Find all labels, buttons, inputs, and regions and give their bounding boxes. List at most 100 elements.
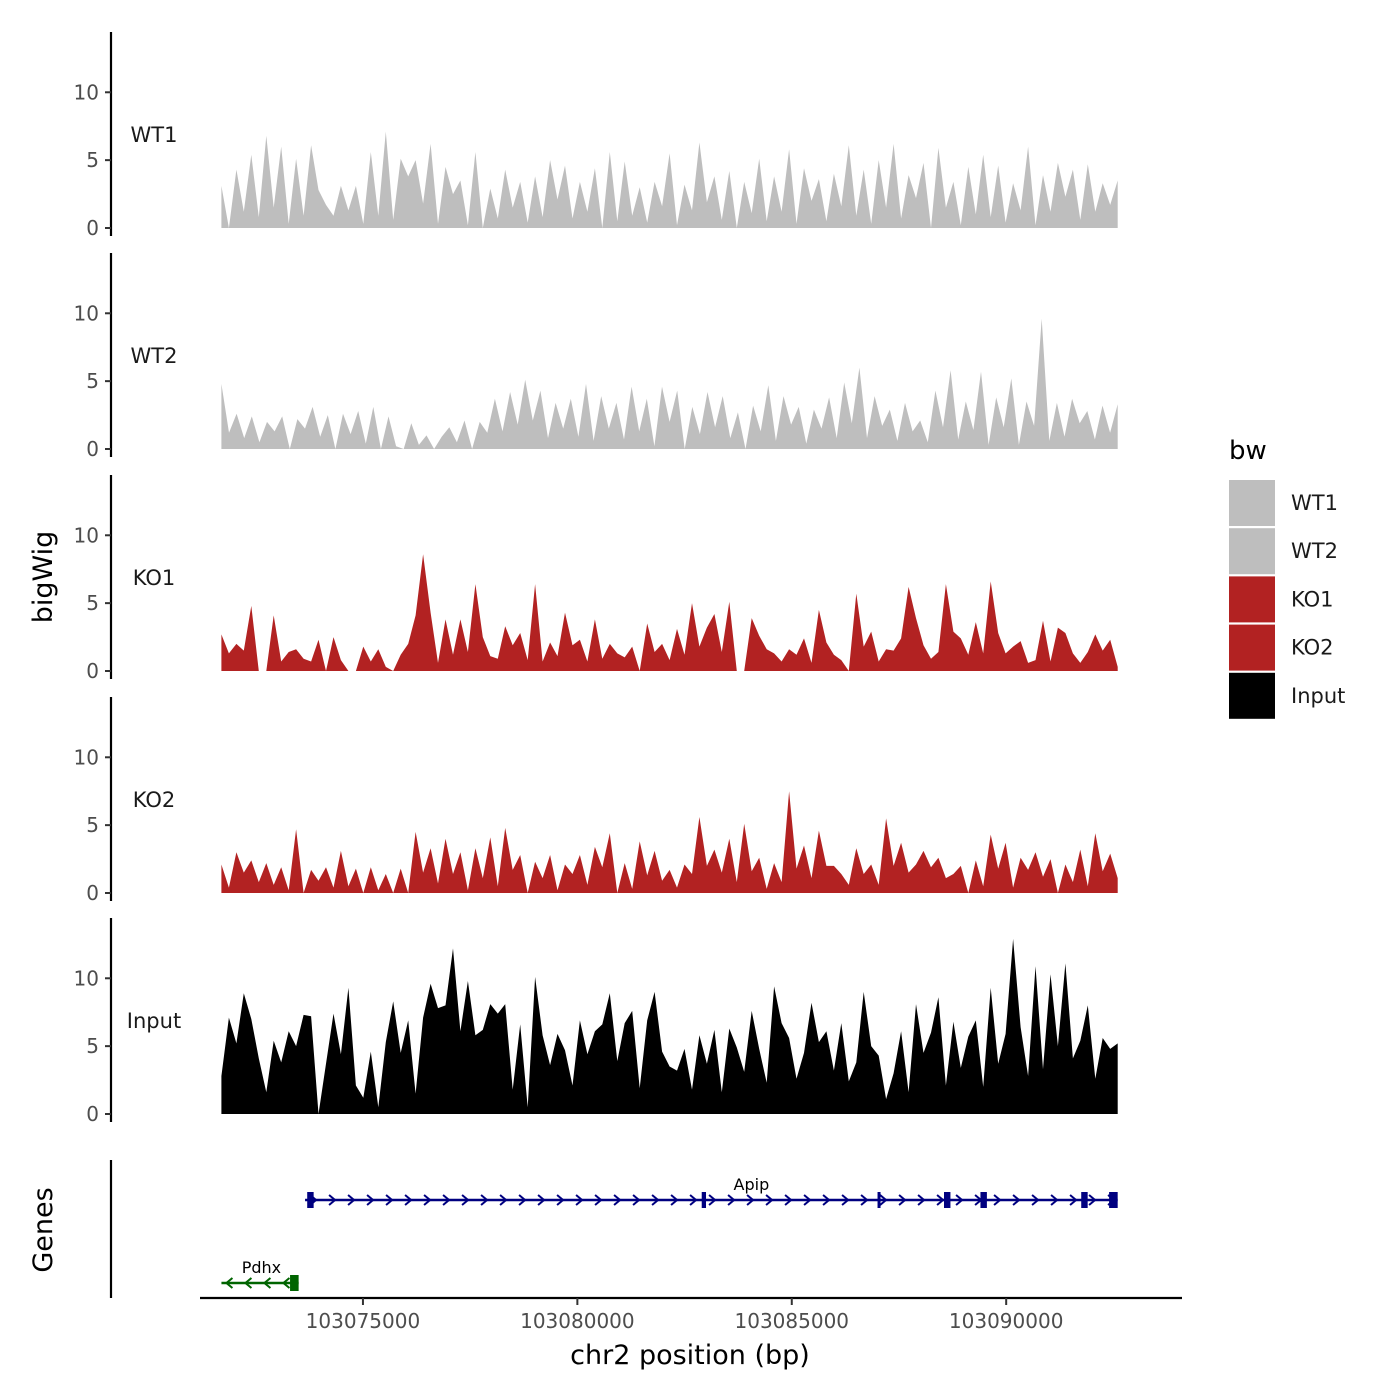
track-label: KO1 (133, 566, 176, 590)
y-tick-label: 10 (74, 745, 99, 769)
track-label: Input (127, 1009, 181, 1033)
x-tick-label: 103085000 (735, 1309, 850, 1333)
coverage-area (221, 131, 1118, 228)
strand-arrow (993, 1194, 1002, 1206)
gene-annotation-panel: Apip Pdhx (109, 1160, 1118, 1298)
strand-arrow (746, 1194, 755, 1206)
y-tick-label: 5 (86, 369, 99, 393)
track-label: WT2 (131, 344, 178, 368)
coverage-tracks: 0 5 10 WT1 0 5 10 WT2 0 5 10 KO1 0 5 10 KO2 0 5 10 Input (74, 32, 1118, 1126)
y-tick-label: 10 (74, 301, 99, 325)
strand-arrow (822, 1194, 831, 1206)
legend-swatch (1229, 624, 1275, 671)
strand-arrow (708, 1194, 717, 1206)
y-tick-label: 10 (74, 523, 99, 547)
y-tick-label: 0 (86, 881, 99, 905)
track-ko1: 0 5 10 KO1 (74, 475, 1118, 683)
y-tick-label: 10 (74, 966, 99, 990)
strand-arrow (385, 1194, 394, 1206)
strand-arrow (423, 1194, 432, 1206)
track-ko2: 0 5 10 KO2 (74, 697, 1118, 905)
strand-arrow (879, 1194, 888, 1206)
y-tick-label: 0 (86, 659, 99, 683)
strand-arrow (1050, 1194, 1059, 1206)
strand-arrow (461, 1194, 470, 1206)
strand-arrow (281, 1277, 291, 1289)
strand-arrow (803, 1194, 812, 1206)
genes-panel-title: Genes (28, 1187, 59, 1272)
y-axis-title: bigWig (28, 531, 59, 624)
x-axis-title: chr2 position (bp) (570, 1340, 810, 1371)
strand-arrow (1031, 1194, 1040, 1206)
exon (701, 1192, 707, 1208)
strand-arrow (898, 1194, 907, 1206)
strand-arrow (1069, 1194, 1078, 1206)
y-tick-label: 0 (86, 437, 99, 461)
strand-arrow (670, 1194, 679, 1206)
track-wt1: 0 5 10 WT1 (74, 32, 1118, 240)
legend-swatch (1229, 672, 1275, 719)
exon (307, 1192, 314, 1208)
gene-name: Apip (734, 1175, 770, 1194)
legend-item-wt2: WT2 (1229, 528, 1338, 575)
strand-arrow (537, 1194, 546, 1206)
strand-arrow (366, 1194, 375, 1206)
strand-arrow (404, 1194, 413, 1206)
legend-label: KO1 (1291, 587, 1334, 611)
strand-arrow (936, 1194, 945, 1206)
coverage-area (221, 938, 1118, 1114)
x-tick-label: 103080000 (520, 1309, 635, 1333)
strand-arrow (651, 1194, 660, 1206)
strand-arrow (613, 1194, 622, 1206)
strand-arrow (347, 1194, 356, 1206)
x-tick-label: 103090000 (949, 1309, 1064, 1333)
legend-item-input: Input (1229, 672, 1345, 719)
strand-arrow (575, 1194, 584, 1206)
legend-label: KO2 (1291, 636, 1334, 660)
legend: bw WT1 WT2 KO1 KO2 Input (1229, 436, 1345, 719)
legend-item-ko1: KO1 (1229, 576, 1334, 623)
gene-name: Pdhx (242, 1258, 281, 1277)
legend-swatch (1229, 528, 1275, 575)
strand-arrow (784, 1194, 793, 1206)
x-tick-label: 103075000 (306, 1309, 421, 1333)
track-wt2: 0 5 10 WT2 (74, 253, 1118, 461)
legend-swatch (1229, 480, 1275, 526)
strand-arrow (689, 1194, 698, 1206)
legend-title: bw (1229, 436, 1267, 466)
coverage-area (221, 318, 1118, 449)
exon (980, 1192, 987, 1208)
strand-arrow (917, 1194, 926, 1206)
strand-arrow (860, 1194, 869, 1206)
y-tick-label: 5 (86, 591, 99, 615)
strand-arrow (1012, 1194, 1021, 1206)
legend-item-ko2: KO2 (1229, 624, 1334, 671)
strand-arrow (499, 1194, 508, 1206)
strand-arrow (442, 1194, 451, 1206)
strand-arrow (765, 1194, 774, 1206)
y-tick-label: 0 (86, 216, 99, 240)
strand-arrow (632, 1194, 641, 1206)
gene-pdhx: Pdhx (221, 1258, 299, 1291)
coverage-area (221, 791, 1118, 893)
strand-arrow (224, 1277, 234, 1289)
exon (1081, 1192, 1088, 1208)
strand-arrow (328, 1194, 337, 1206)
track-label: WT1 (131, 123, 178, 147)
exon (1109, 1192, 1118, 1208)
legend-label: WT1 (1291, 491, 1338, 515)
strand-arrow (556, 1194, 565, 1206)
exon (290, 1275, 299, 1291)
legend-label: WT2 (1291, 539, 1338, 563)
strand-arrow (727, 1194, 736, 1206)
coverage-area (221, 554, 1118, 671)
exon (944, 1192, 951, 1208)
legend-label: Input (1291, 684, 1345, 708)
strand-arrow (841, 1194, 850, 1206)
y-tick-label: 5 (86, 148, 99, 172)
y-tick-label: 10 (74, 80, 99, 104)
strand-arrow (594, 1194, 603, 1206)
exon (877, 1192, 881, 1208)
x-axis: 103075000 103080000 103085000 103090000 (200, 1296, 1182, 1333)
